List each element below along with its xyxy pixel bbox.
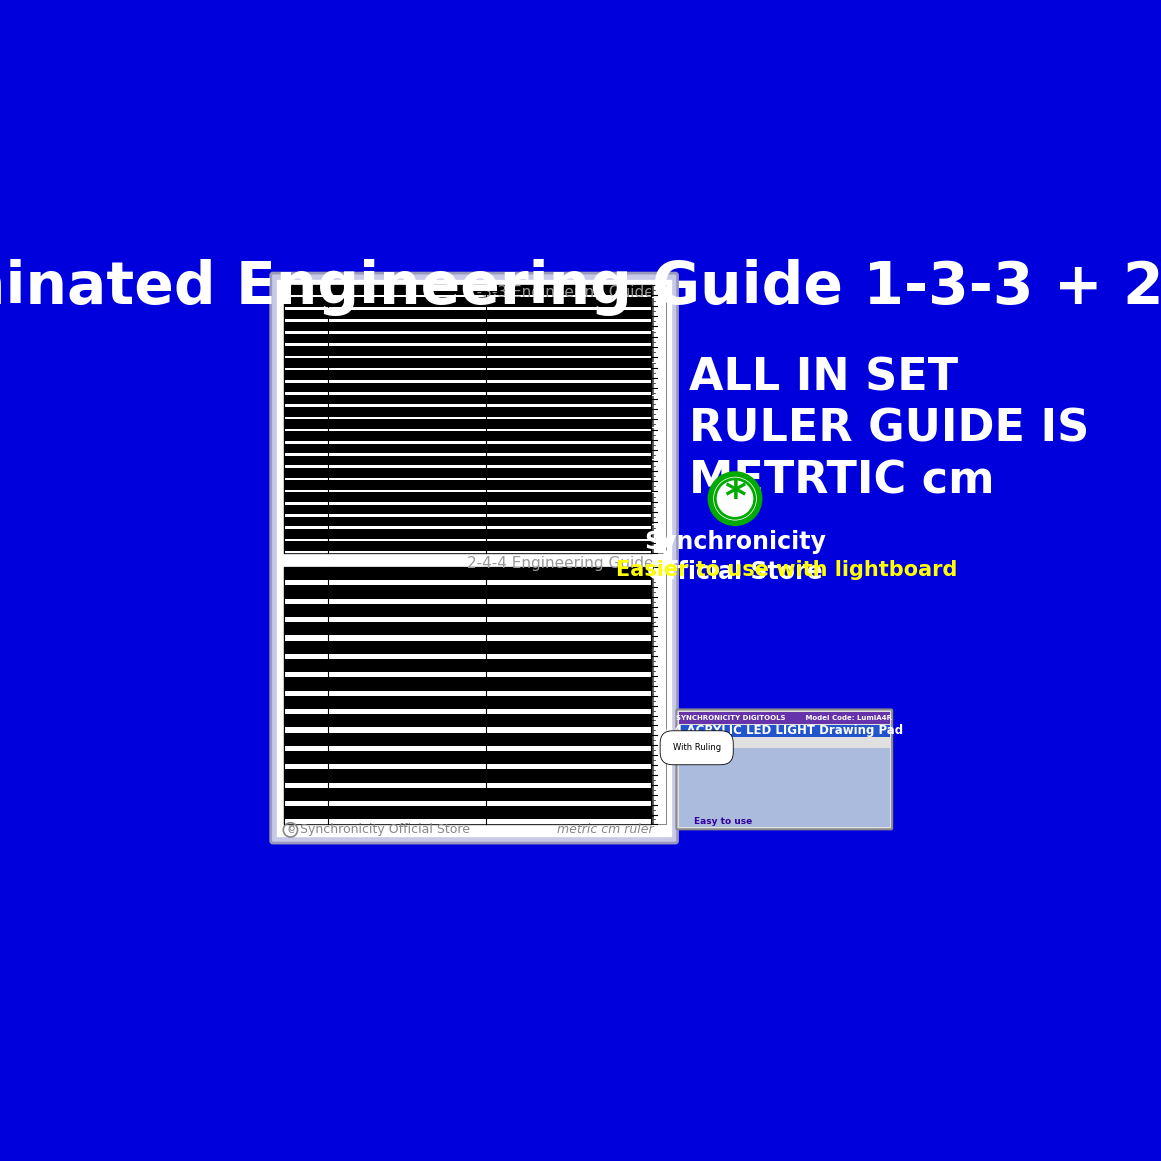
Bar: [284, 541, 650, 550]
Bar: [284, 492, 650, 502]
Text: A4 ACRYLIC LED LIGHT Drawing Pad: A4 ACRYLIC LED LIGHT Drawing Pad: [665, 724, 903, 737]
Bar: [284, 585, 650, 599]
Circle shape: [711, 474, 759, 524]
Bar: [284, 331, 650, 334]
Bar: [284, 481, 650, 490]
Bar: [284, 395, 650, 404]
Bar: [284, 477, 650, 481]
Bar: [284, 806, 650, 820]
Bar: [284, 691, 650, 695]
Bar: [284, 622, 650, 635]
Bar: [284, 539, 650, 541]
Circle shape: [715, 479, 755, 518]
Bar: [284, 517, 650, 526]
Text: With Ruling: With Ruling: [672, 743, 721, 752]
Bar: [284, 659, 650, 672]
Bar: [284, 801, 650, 806]
Bar: [284, 468, 650, 477]
Bar: [284, 456, 650, 466]
Text: Synchronicity
Official Store: Synchronicity Official Store: [644, 529, 825, 584]
Bar: [284, 344, 650, 346]
Bar: [284, 529, 650, 539]
Bar: [679, 748, 890, 827]
Bar: [679, 724, 890, 737]
Bar: [284, 783, 650, 787]
Bar: [284, 641, 650, 654]
Text: Laminated Engineering Guide 1-3-3 + 2-4-4: Laminated Engineering Guide 1-3-3 + 2-4-…: [0, 259, 1161, 316]
Text: Synchronicity Official Store: Synchronicity Official Store: [301, 823, 470, 836]
Bar: [284, 359, 650, 368]
Bar: [284, 733, 650, 745]
Bar: [284, 322, 650, 331]
Text: 1-3-3 Engineering Guide: 1-3-3 Engineering Guide: [467, 286, 654, 301]
Bar: [284, 654, 650, 659]
Bar: [284, 490, 650, 492]
Bar: [284, 383, 650, 392]
Bar: [284, 404, 650, 408]
Bar: [284, 502, 650, 505]
Text: metric cm ruler: metric cm ruler: [557, 823, 654, 836]
Bar: [284, 770, 650, 783]
Text: ALL IN SET
RULER GUIDE IS
METRTIC cm: ALL IN SET RULER GUIDE IS METRTIC cm: [688, 356, 1089, 503]
Bar: [284, 599, 650, 604]
Bar: [284, 677, 650, 691]
Bar: [284, 346, 650, 355]
Bar: [284, 505, 650, 514]
Text: C: C: [287, 824, 294, 835]
Bar: [650, 286, 666, 554]
Bar: [284, 727, 650, 733]
Bar: [284, 355, 650, 359]
Bar: [284, 567, 650, 580]
Bar: [284, 368, 650, 370]
Bar: [284, 453, 650, 456]
Bar: [284, 380, 650, 383]
Text: 2-4-4 Engineering Guide: 2-4-4 Engineering Guide: [467, 556, 654, 570]
Bar: [284, 567, 650, 824]
Bar: [284, 319, 650, 322]
Bar: [284, 580, 650, 585]
Bar: [284, 751, 650, 764]
Bar: [284, 604, 650, 618]
Bar: [284, 370, 650, 380]
Bar: [284, 514, 650, 517]
Bar: [277, 280, 671, 836]
Bar: [679, 712, 890, 723]
Bar: [284, 441, 650, 444]
Bar: [284, 428, 650, 432]
Text: SYNCHRONICITY DIGITOOLS        Model Code: LumiA4R: SYNCHRONICITY DIGITOOLS Model Code: Lumi…: [676, 715, 893, 721]
Bar: [284, 286, 650, 554]
Bar: [284, 417, 650, 419]
Bar: [284, 334, 650, 344]
Bar: [284, 714, 650, 727]
Text: Easier to use with lightboard: Easier to use with lightboard: [616, 560, 958, 580]
Bar: [284, 466, 650, 468]
Bar: [284, 550, 650, 554]
Bar: [284, 432, 650, 441]
Bar: [284, 310, 650, 319]
Bar: [284, 618, 650, 622]
Bar: [284, 297, 650, 307]
Bar: [284, 695, 650, 709]
Text: *: *: [724, 477, 745, 520]
Text: Easy to use: Easy to use: [694, 817, 752, 827]
FancyBboxPatch shape: [271, 273, 678, 843]
Bar: [284, 526, 650, 529]
Bar: [284, 444, 650, 453]
Bar: [284, 745, 650, 751]
Bar: [284, 286, 650, 295]
Bar: [284, 307, 650, 310]
FancyBboxPatch shape: [677, 709, 892, 829]
Bar: [284, 709, 650, 714]
Bar: [284, 295, 650, 297]
Bar: [284, 820, 650, 824]
Bar: [284, 392, 650, 395]
Bar: [284, 672, 650, 677]
Bar: [284, 419, 650, 428]
Bar: [650, 567, 666, 824]
Bar: [284, 408, 650, 417]
Bar: [284, 635, 650, 641]
Bar: [284, 787, 650, 801]
Bar: [284, 764, 650, 770]
